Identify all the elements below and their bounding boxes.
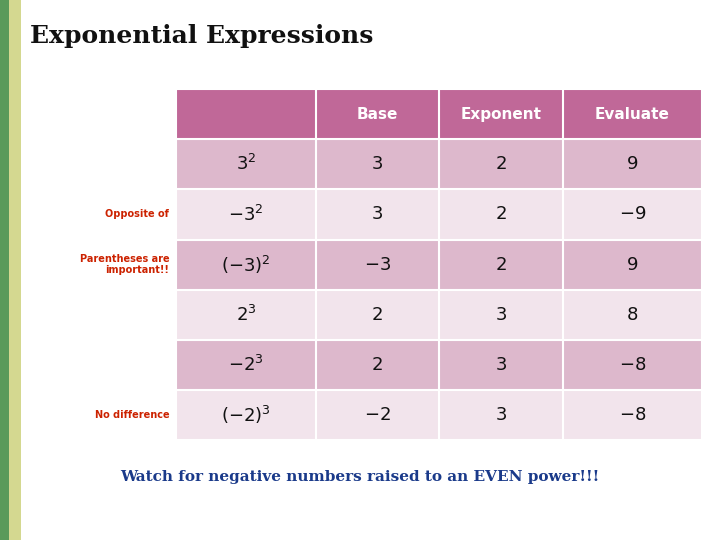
Bar: [176, 289, 315, 340]
Bar: [315, 240, 439, 289]
Bar: [176, 139, 315, 190]
Bar: [315, 190, 439, 240]
Text: Exponent: Exponent: [461, 107, 541, 122]
Bar: [439, 240, 563, 289]
Bar: [176, 390, 315, 440]
Bar: [176, 190, 315, 240]
Text: $-3$: $-3$: [364, 255, 391, 274]
Bar: [439, 89, 563, 139]
Text: $-8$: $-8$: [618, 406, 646, 424]
Text: Exponential Expressions: Exponential Expressions: [30, 24, 374, 48]
Text: 3: 3: [495, 356, 507, 374]
Text: 2: 2: [495, 255, 507, 274]
Text: 9: 9: [626, 156, 638, 173]
Bar: [563, 89, 702, 139]
Text: $(-2)^3$: $(-2)^3$: [221, 404, 271, 426]
Bar: [563, 139, 702, 190]
Bar: [563, 390, 702, 440]
Bar: [439, 139, 563, 190]
Bar: [563, 289, 702, 340]
Text: Opposite of: Opposite of: [105, 210, 169, 219]
Text: $-8$: $-8$: [618, 356, 646, 374]
Text: 2: 2: [372, 306, 383, 324]
Text: $-3^2$: $-3^2$: [228, 205, 264, 225]
Text: 2: 2: [372, 356, 383, 374]
Bar: [176, 340, 315, 390]
Bar: [315, 139, 439, 190]
Text: $2^3$: $2^3$: [235, 305, 256, 325]
Bar: [0, 0, 9, 540]
Bar: [439, 390, 563, 440]
Text: 3: 3: [495, 306, 507, 324]
Bar: [315, 340, 439, 390]
Text: Evaluate: Evaluate: [595, 107, 670, 122]
Text: 2: 2: [495, 156, 507, 173]
Text: Parentheses are
important!!: Parentheses are important!!: [80, 254, 169, 275]
Bar: [315, 289, 439, 340]
Text: $3^2$: $3^2$: [236, 154, 256, 174]
Bar: [439, 190, 563, 240]
Text: 3: 3: [495, 406, 507, 424]
Text: Watch for negative numbers raised to an EVEN power!!!: Watch for negative numbers raised to an …: [120, 470, 600, 484]
Text: 3: 3: [372, 205, 383, 224]
Text: $-2$: $-2$: [364, 406, 391, 424]
Bar: [176, 240, 315, 289]
Text: 2: 2: [495, 205, 507, 224]
Bar: [176, 89, 315, 139]
Bar: [563, 340, 702, 390]
Bar: [315, 390, 439, 440]
Bar: [9, 0, 21, 540]
Text: Base: Base: [356, 107, 398, 122]
Text: 3: 3: [372, 156, 383, 173]
Text: $-2^3$: $-2^3$: [228, 355, 264, 375]
Bar: [439, 289, 563, 340]
Text: 9: 9: [626, 255, 638, 274]
Text: $-9$: $-9$: [618, 205, 646, 224]
Text: 8: 8: [626, 306, 638, 324]
Text: No difference: No difference: [94, 410, 169, 420]
Bar: [563, 240, 702, 289]
Bar: [563, 190, 702, 240]
Bar: [439, 340, 563, 390]
Bar: [315, 89, 439, 139]
Text: $(-3)^2$: $(-3)^2$: [221, 254, 271, 275]
